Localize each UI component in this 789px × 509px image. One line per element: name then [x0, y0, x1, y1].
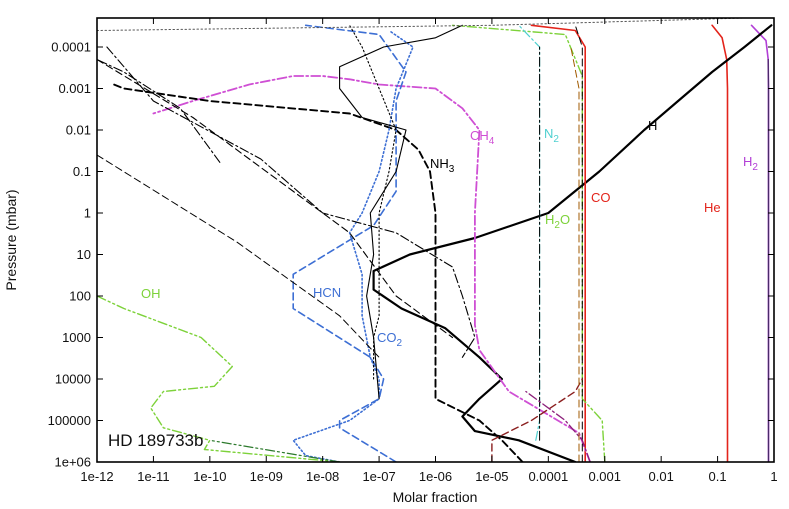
x-tick-label: 0.01 [649, 469, 674, 484]
x-tick-label: 1e-05 [475, 469, 508, 484]
series-line-ch4 [152, 75, 591, 462]
series-line-aux-15 [97, 58, 454, 339]
series-line-aux-16 [97, 154, 380, 358]
x-tick-label: 0.0001 [528, 469, 568, 484]
series-line-aux-13 [97, 58, 221, 163]
x-tick-label: 0.1 [709, 469, 727, 484]
label-nh3: NH3 [430, 156, 455, 175]
label-co: CO [591, 190, 611, 205]
y-axis-label: Pressure (mbar) [3, 189, 19, 290]
series-line-co [530, 24, 586, 462]
y-tick-label: 100000 [48, 413, 91, 428]
series-line-aux-19 [491, 378, 583, 462]
label-h2: H2 [743, 154, 758, 173]
x-tick-label: 1e-08 [306, 469, 339, 484]
series-line-aux-20 [525, 390, 591, 462]
series-line-nh3 [113, 83, 524, 462]
x-tick-label: 1e-11 [137, 469, 169, 484]
label-n2: N2 [544, 126, 559, 145]
series-line-aux-21 [209, 439, 341, 462]
y-tick-label: 10000 [55, 372, 91, 387]
y-tick-label: 1e+06 [54, 455, 91, 470]
y-tick-label: 1 [84, 206, 91, 221]
series-line-he [711, 24, 729, 462]
x-tick-label: 1e-06 [419, 469, 452, 484]
series-line-h2 [750, 24, 770, 462]
label-co2: CO2 [377, 330, 403, 349]
x-tick-label: 1e-12 [80, 469, 113, 484]
series-line-aux-12 [349, 24, 397, 380]
label-he: He [704, 200, 721, 215]
y-tick-label: 0.001 [58, 81, 91, 96]
x-tick-label: 1e-07 [362, 469, 395, 484]
planet-annotation: HD 189733b [108, 431, 203, 450]
series-line-aux-14 [106, 46, 476, 358]
series-line-aux-11 [339, 24, 463, 400]
y-tick-label: 1000 [62, 330, 91, 345]
y-tick-label: 0.01 [66, 123, 91, 138]
series-line-oh [97, 295, 341, 462]
label-oh: OH [141, 286, 161, 301]
series-line-hcn [292, 24, 407, 462]
series-layer [97, 18, 773, 462]
series-line-n2 [518, 24, 541, 441]
label-ch4: CH4 [470, 128, 495, 147]
series-line-aux-24 [570, 46, 580, 462]
x-tick-label: 1e-10 [193, 469, 226, 484]
label-h2o: H2O [545, 212, 570, 231]
x-tick-label: 1 [770, 469, 777, 484]
series-line-aux-22 [97, 18, 745, 31]
series-line-h2o [451, 24, 606, 462]
series-line-aux-17 [574, 24, 583, 462]
series-line-h [372, 24, 773, 462]
y-tick-label: 0.1 [73, 164, 91, 179]
series-line-co2 [292, 29, 414, 462]
ticks-layer: 1e-12 1e-11 1e-10 1e-09 1e-08 1e-07 1e-06 1e-05… [48, 18, 778, 484]
x-tick-label: 1e-09 [250, 469, 283, 484]
y-tick-label: 10 [77, 247, 91, 262]
label-hcn: HCN [313, 285, 341, 300]
label-h: H [648, 118, 657, 133]
y-tick-label: 0.0001 [51, 40, 91, 55]
x-axis-label: Molar fraction [393, 489, 478, 505]
x-tick-label: 0.001 [588, 469, 621, 484]
y-tick-label: 100 [69, 289, 91, 304]
